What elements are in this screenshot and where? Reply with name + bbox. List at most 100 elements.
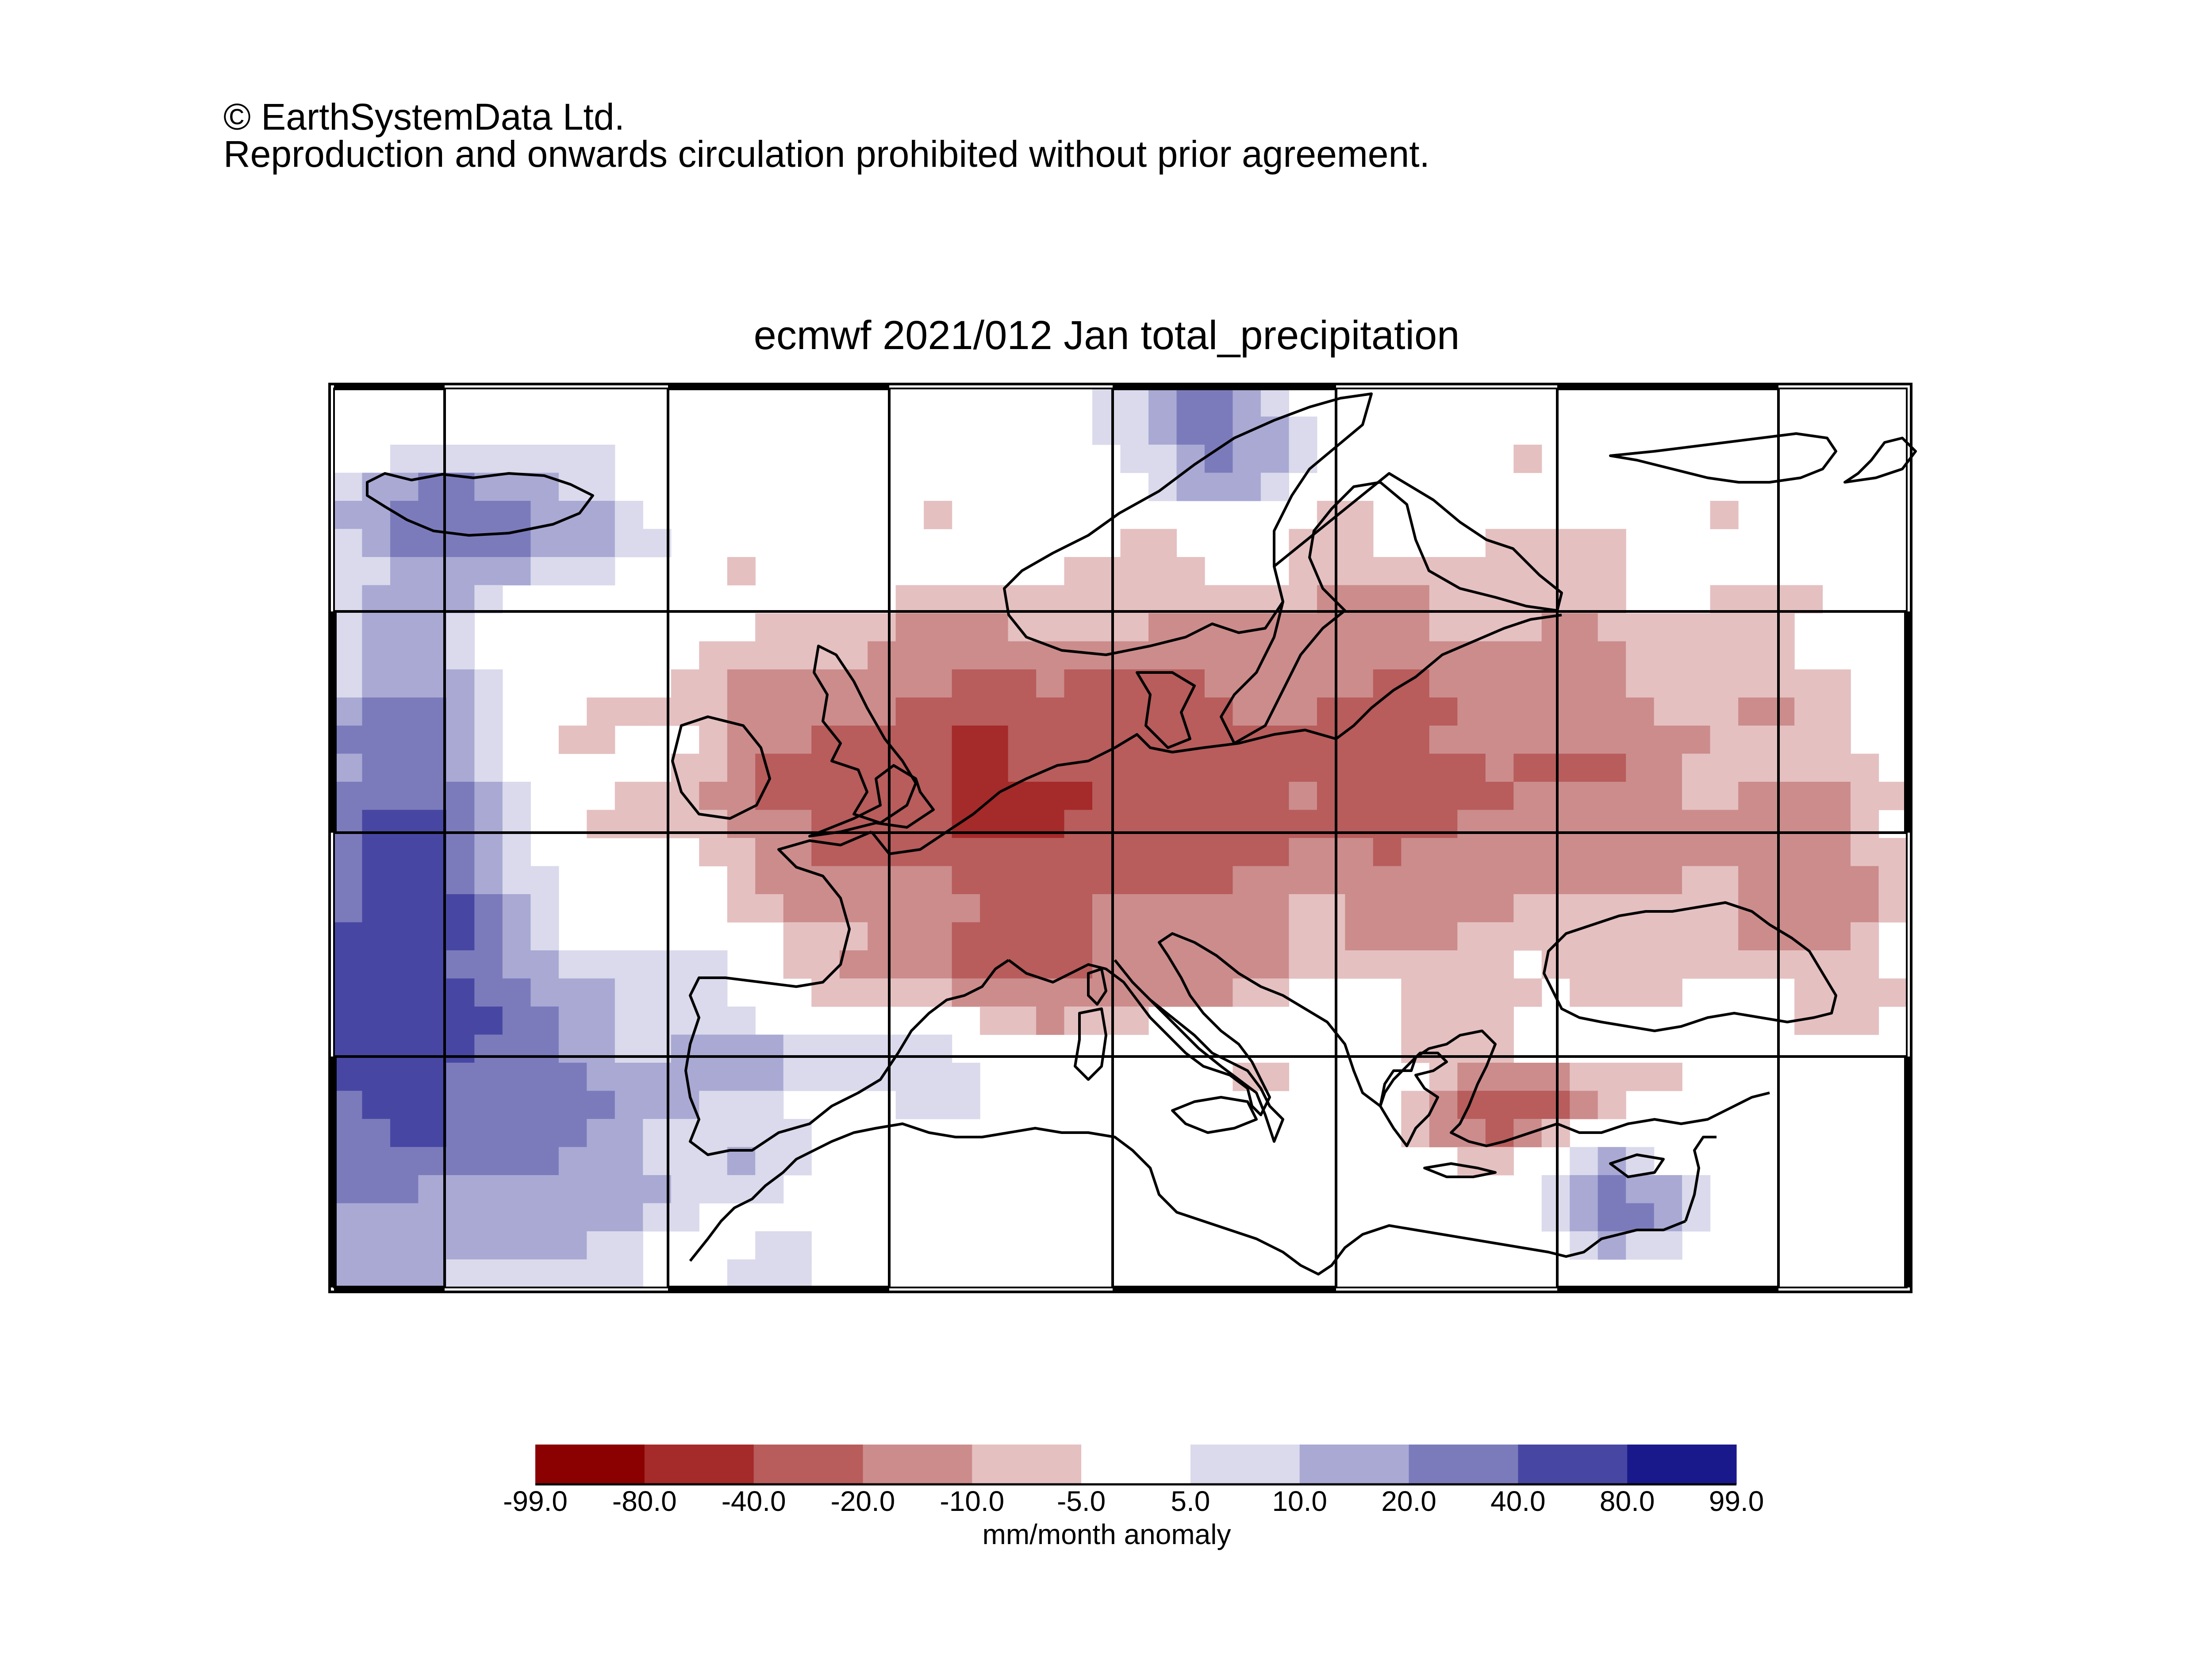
anomaly-cell xyxy=(334,669,363,698)
anomaly-cell xyxy=(1429,1007,1458,1035)
anomaly-cell xyxy=(1008,922,1037,951)
anomaly-cell xyxy=(1345,838,1374,867)
anomaly-cell xyxy=(699,782,728,811)
anomaly-cell xyxy=(980,697,1009,726)
anomaly-cell xyxy=(362,1091,391,1119)
anomaly-cell xyxy=(755,1091,784,1119)
anomaly-cell xyxy=(530,1259,559,1288)
anomaly-cell xyxy=(1036,669,1065,698)
anomaly-cell xyxy=(1654,641,1682,670)
anomaly-cell xyxy=(587,950,615,979)
anomaly-cell xyxy=(362,669,391,698)
anomaly-cell xyxy=(1710,613,1739,642)
anomaly-cell xyxy=(334,978,363,1007)
anomaly-cell xyxy=(1345,782,1374,811)
anomaly-cell xyxy=(783,641,812,670)
anomaly-cell xyxy=(614,1203,643,1232)
anomaly-cell xyxy=(1766,641,1795,670)
anomaly-cell xyxy=(418,445,447,473)
coastline-levant xyxy=(1684,1136,1717,1222)
anomaly-cell xyxy=(699,641,728,670)
anomaly-cell xyxy=(334,1259,363,1288)
anomaly-cell xyxy=(1429,1063,1458,1091)
anomaly-cell xyxy=(1766,838,1795,867)
anomaly-cell xyxy=(924,922,952,951)
anomaly-cell xyxy=(1541,1175,1570,1204)
anomaly-cell xyxy=(1289,669,1317,698)
anomaly-cell xyxy=(1541,641,1570,670)
anomaly-cell xyxy=(1289,557,1317,586)
anomaly-cell xyxy=(1457,1147,1486,1176)
anomaly-cell xyxy=(1598,978,1626,1007)
anomaly-cell xyxy=(1373,726,1402,754)
anomaly-cell xyxy=(614,1147,643,1176)
anomaly-cell xyxy=(1851,950,1879,979)
anomaly-cell xyxy=(1036,894,1065,923)
anomaly-cell xyxy=(924,697,952,726)
anomaly-cell xyxy=(1204,416,1233,445)
anomaly-cell xyxy=(418,950,447,979)
anomaly-cell xyxy=(1598,641,1626,670)
anomaly-cell xyxy=(1345,557,1374,586)
anomaly-cell xyxy=(1626,726,1655,754)
anomaly-cell xyxy=(727,726,756,754)
anomaly-cell xyxy=(446,753,475,782)
anomaly-cell xyxy=(1008,978,1037,1007)
anomaly-cell xyxy=(783,669,812,698)
anomaly-cell xyxy=(1457,866,1486,895)
anomaly-cell xyxy=(1008,726,1037,754)
anomaly-cell xyxy=(895,866,924,895)
anomaly-cell xyxy=(1204,641,1233,670)
anomaly-cell xyxy=(362,1175,391,1204)
anomaly-cell xyxy=(446,1203,475,1232)
anomaly-cell xyxy=(1570,894,1598,923)
anomaly-cell xyxy=(755,697,784,726)
anomaly-cell xyxy=(502,1259,531,1288)
anomaly-cell xyxy=(1541,753,1570,782)
anomaly-cell xyxy=(783,1063,812,1091)
anomaly-cell xyxy=(1598,1175,1626,1204)
anomaly-cell xyxy=(1766,697,1795,726)
anomaly-cell xyxy=(446,1091,475,1119)
anomaly-cell xyxy=(1541,922,1570,951)
anomaly-cell xyxy=(1008,641,1037,670)
anomaly-cell xyxy=(1233,416,1261,445)
anomaly-cell xyxy=(474,726,503,754)
anomaly-cell xyxy=(418,613,447,642)
anomaly-cell xyxy=(1654,894,1682,923)
anomaly-cell xyxy=(1233,613,1261,642)
coastline-black-sea xyxy=(1543,901,1837,1032)
anomaly-cell xyxy=(502,1119,531,1148)
anomaly-cell xyxy=(1513,726,1542,754)
anomaly-cell xyxy=(1682,782,1711,811)
colorbar-tick-label: 40.0 xyxy=(1490,1485,1546,1517)
anomaly-cell xyxy=(1738,641,1767,670)
anomaly-cell xyxy=(1513,866,1542,895)
anomaly-cell xyxy=(418,1231,447,1260)
anomaly-cell xyxy=(924,1034,952,1063)
anomaly-cell xyxy=(418,1007,447,1035)
coastline-great-britain-south xyxy=(808,764,935,838)
anomaly-cell xyxy=(1092,388,1121,417)
anomaly-cell xyxy=(1373,950,1402,979)
anomaly-cell xyxy=(362,1231,391,1260)
anomaly-cell xyxy=(811,726,840,754)
anomaly-cell xyxy=(699,950,728,979)
frame-tick-right xyxy=(1904,611,1911,833)
anomaly-cell xyxy=(868,866,896,895)
anomaly-cell xyxy=(1120,922,1149,951)
anomaly-cell xyxy=(614,950,643,979)
anomaly-cell xyxy=(502,894,531,923)
anomaly-cell xyxy=(1541,1063,1570,1091)
anomaly-cell xyxy=(1036,613,1065,642)
anomaly-cell xyxy=(783,782,812,811)
anomaly-cell xyxy=(1485,922,1514,951)
anomaly-cell xyxy=(558,1091,587,1119)
anomaly-cell xyxy=(1878,978,1907,1007)
anomaly-cell xyxy=(1626,950,1655,979)
anomaly-cell xyxy=(783,1147,812,1176)
anomaly-cell xyxy=(952,726,980,754)
anomaly-cell xyxy=(1401,641,1430,670)
anomaly-cell xyxy=(502,473,531,501)
anomaly-cell xyxy=(1429,866,1458,895)
